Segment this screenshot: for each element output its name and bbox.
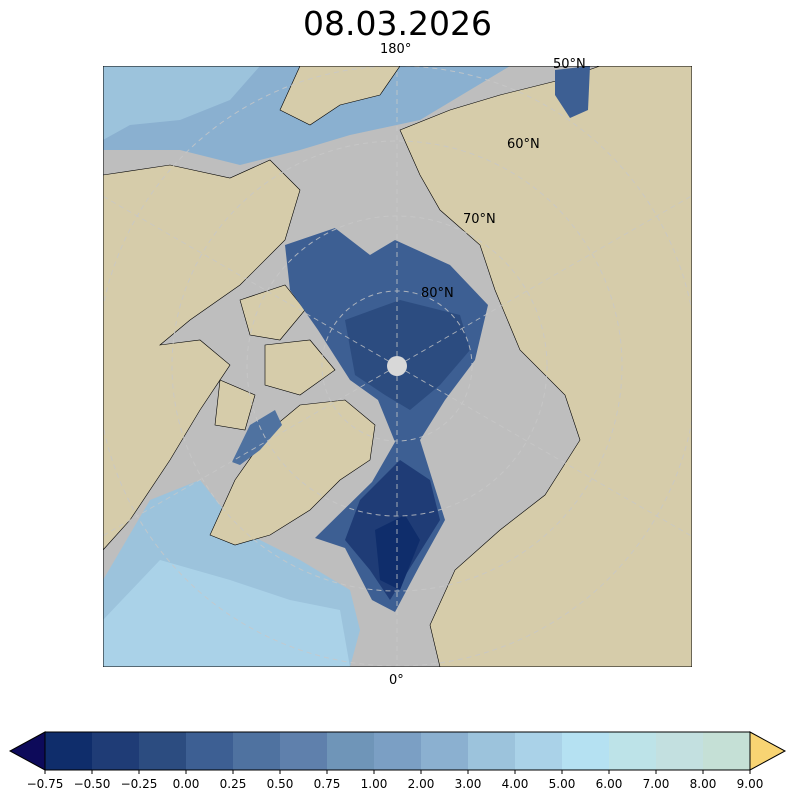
colorbar-bin [703, 732, 751, 770]
parallel-label-60n: 60°N [507, 137, 540, 152]
meridian-label-0: 0° [389, 673, 404, 688]
colorbar-tick-label: −0.75 [27, 777, 64, 791]
colorbar-bin [562, 732, 610, 770]
colorbar-tick-label: 8.00 [690, 777, 717, 791]
colorbar-tick-label: 0.50 [267, 777, 294, 791]
kamchatka-sea [555, 66, 590, 118]
colorbar-bin [609, 732, 657, 770]
colorbar-bin [280, 732, 328, 770]
colorbar-extend-under [8, 731, 46, 771]
meridian-label-180: 180° [380, 42, 412, 57]
ice-thickest-core [375, 515, 420, 590]
colorbar-tick-label: 3.00 [455, 777, 482, 791]
meridian-line [103, 370, 389, 537]
baffin-bay-ice [232, 410, 282, 465]
colorbar-bin [421, 732, 469, 770]
arctic-archipelago-3 [214, 379, 256, 431]
pacific-ocean-shallow [103, 66, 260, 140]
parallel-label-70n: 70°N [463, 212, 496, 227]
colorbar-tick-label: 6.00 [596, 777, 623, 791]
arctic-archipelago-1 [239, 284, 306, 341]
colorbar-extend-over [749, 731, 787, 771]
colorbar-tick-label: 2.00 [408, 777, 435, 791]
colorbar-tick-label: 4.00 [502, 777, 529, 791]
graticule [103, 66, 692, 667]
colorbar-bin [45, 732, 93, 770]
pole-hole [387, 356, 407, 376]
colorbar-bin [92, 732, 140, 770]
plot-title: 08.03.2026 [303, 4, 492, 43]
colorbar-tick-label: −0.25 [121, 777, 158, 791]
colorbar-tick-label: 0.00 [173, 777, 200, 791]
colorbar-tick-label: 1.00 [361, 777, 388, 791]
colorbar-bin [327, 732, 375, 770]
parallel-circle [171, 140, 623, 592]
colorbar-tick-label: 7.00 [643, 777, 670, 791]
ice-thick-center [345, 300, 470, 410]
sea-ice-thickness-map [103, 66, 692, 667]
colorbar-tick-label: 5.00 [549, 777, 576, 791]
parallel-label-50n: 50°N [553, 57, 586, 72]
colorbar-bin [186, 732, 234, 770]
colorbar-bin [656, 732, 704, 770]
arctic-archipelago-2 [264, 339, 336, 396]
colorbar-outline [44, 731, 751, 771]
colorbar-bin [515, 732, 563, 770]
colorbar-bin [468, 732, 516, 770]
colorbar: −0.75 −0.50 −0.25 0.00 0.25 0.50 0.75 1.00 2.00 3… [8, 731, 787, 791]
colorbar-bin [233, 732, 281, 770]
atlantic-ocean-light [103, 560, 350, 667]
chukotka-land [279, 66, 401, 126]
parallel-label-80n: 80°N [421, 286, 454, 301]
colorbar-bin [374, 732, 422, 770]
colorbar-tick-label: 9.00 [737, 777, 764, 791]
colorbar-tick-label: 0.75 [314, 777, 341, 791]
meridian-line [405, 195, 692, 362]
colorbar-tick-label: −0.50 [74, 777, 111, 791]
colorbar-tick-label: 0.25 [220, 777, 247, 791]
colorbar-bin [139, 732, 187, 770]
meridian-line [103, 195, 389, 362]
meridian-line [405, 370, 692, 537]
